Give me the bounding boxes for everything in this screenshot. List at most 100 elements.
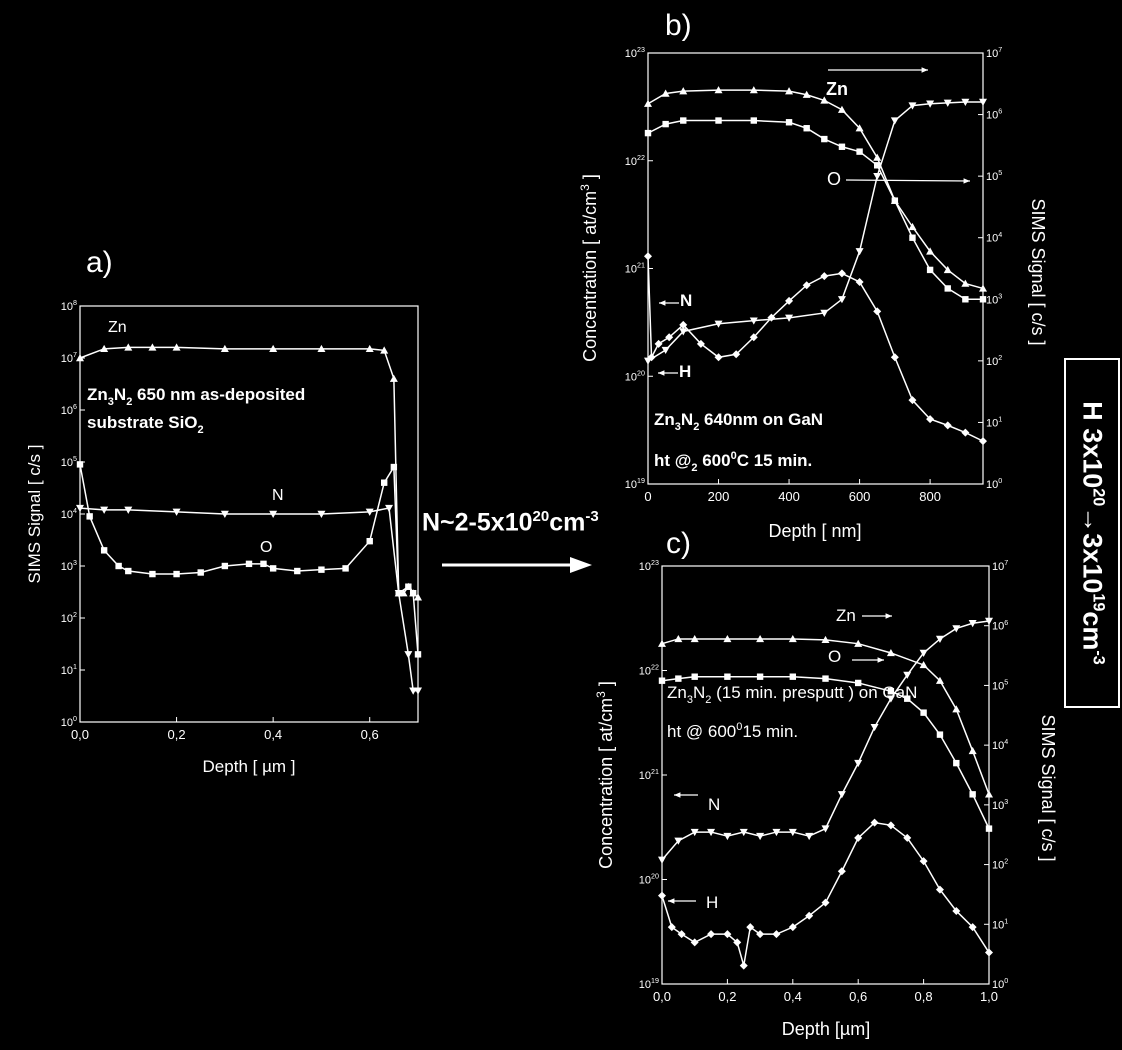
data-point <box>935 635 944 643</box>
data-point <box>661 89 670 97</box>
x-tick-label: 0,2 <box>718 989 736 1004</box>
x-tick-label: 0,4 <box>264 727 282 742</box>
text-span: 0 <box>731 450 737 462</box>
tick-exponent: 20 <box>651 873 659 881</box>
arrow-zn-head <box>885 613 892 619</box>
y2-tick-label: 104 <box>992 738 1008 752</box>
data-point <box>952 705 961 713</box>
hydrogen-reduction-note-box: H 3x1020→3x1019cm-3 <box>1064 358 1120 708</box>
data-point <box>944 285 951 292</box>
data-point <box>890 353 899 362</box>
x-tick-label: 0,0 <box>653 989 671 1004</box>
side-note-unit: cm <box>1077 611 1108 651</box>
data-point <box>969 791 976 798</box>
y2-axis-label: SIMS Signal [ c/s ] <box>1038 714 1058 861</box>
y-tick-label: 1023 <box>639 559 659 573</box>
text-span: Zn <box>654 410 675 429</box>
x-axis-label: Depth [ µm ] <box>203 757 296 776</box>
data-point <box>644 129 652 137</box>
data-point <box>821 898 830 907</box>
annotation-o: O <box>828 647 841 666</box>
tick-exponent: 7 <box>998 46 1002 54</box>
tick-base: 10 <box>986 356 998 368</box>
data-point <box>677 930 686 939</box>
data-point <box>365 344 374 353</box>
data-point <box>821 135 828 143</box>
series-line <box>79 464 419 655</box>
tick-exponent: 3 <box>73 559 77 567</box>
tick-exponent: 6 <box>1004 619 1008 627</box>
data-point <box>414 687 422 695</box>
data-point <box>926 100 935 108</box>
hydrogen-reduction-note: H 3x1020→3x1019cm-3 <box>1077 401 1108 665</box>
substrate-description: substrate SiO2 <box>87 413 204 436</box>
y-tick-label: 1021 <box>625 262 645 276</box>
data-point <box>854 639 863 647</box>
text-span: 2 <box>198 424 204 436</box>
data-point <box>772 828 781 837</box>
x-tick-label: 1,0 <box>980 989 998 1004</box>
annotation-n: N <box>272 487 284 504</box>
x-tick-label: 200 <box>708 489 730 504</box>
data-point <box>317 510 326 518</box>
data-point <box>985 617 993 625</box>
data-point <box>714 86 723 94</box>
text-span: 2 <box>705 694 711 706</box>
data-point <box>100 547 108 554</box>
y-tick-label: 103 <box>61 559 77 573</box>
data-point <box>908 102 917 110</box>
text-span: ] <box>580 174 600 184</box>
tick-exponent: 1 <box>73 663 77 671</box>
arrow-h-head <box>668 898 675 904</box>
data-point <box>680 117 687 124</box>
anneal-description: ht @ 600015 min. <box>667 721 798 741</box>
text-span: 3 <box>687 694 693 706</box>
tick-exponent: 8 <box>73 299 77 307</box>
data-point <box>788 828 797 837</box>
tick-base: 10 <box>639 770 651 782</box>
data-point <box>935 885 944 894</box>
data-point <box>837 296 846 304</box>
data-point <box>414 593 422 601</box>
data-point <box>381 479 388 486</box>
data-point <box>724 673 731 680</box>
data-point <box>837 269 846 278</box>
tick-base: 10 <box>639 666 651 678</box>
text-span: 0 <box>736 721 742 733</box>
data-point <box>785 314 794 322</box>
tick-base: 10 <box>992 919 1004 931</box>
series-zn <box>76 343 422 601</box>
arrow-zn-head <box>921 67 928 73</box>
data-point <box>674 837 683 845</box>
data-point <box>732 350 741 359</box>
tick-exponent: 4 <box>1004 738 1008 746</box>
data-point <box>690 828 699 837</box>
series-line <box>661 638 990 795</box>
y-tick-label: 1019 <box>639 977 659 991</box>
tick-exponent: 2 <box>73 611 77 619</box>
data-point <box>837 105 846 113</box>
tick-base: 10 <box>986 294 998 306</box>
series-o <box>658 673 993 832</box>
tick-base: 10 <box>61 301 73 313</box>
x-axis-label: Depth [µm] <box>782 1019 870 1039</box>
tick-exponent: 7 <box>73 351 77 359</box>
data-point <box>837 791 846 799</box>
tick-base: 10 <box>61 717 73 729</box>
data-point <box>679 328 688 336</box>
data-point <box>100 506 109 514</box>
y2-tick-label: 101 <box>992 917 1008 931</box>
data-point <box>903 833 912 842</box>
data-point <box>855 277 864 286</box>
tick-base: 10 <box>992 740 1004 752</box>
data-point <box>395 589 402 597</box>
text-span: ht @ <box>654 451 691 470</box>
note-unit-exponent: -3 <box>585 508 599 525</box>
y2-tick-label: 106 <box>992 619 1008 633</box>
data-point <box>802 281 811 290</box>
data-point <box>936 731 944 738</box>
data-point <box>665 333 674 342</box>
annotation-n: N <box>708 795 720 814</box>
data-point <box>968 923 977 932</box>
x-tick-label: 0,4 <box>784 989 802 1004</box>
